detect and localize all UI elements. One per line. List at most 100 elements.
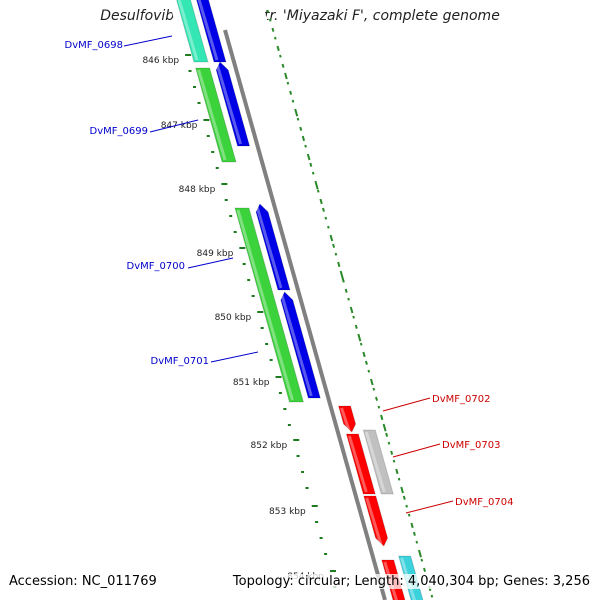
gc-dot [271,27,275,32]
gc-dot [304,144,307,148]
gene-arrow [196,0,227,63]
gc-dot [322,207,325,212]
gc-dot [387,441,391,445]
gene-label-leader [149,119,199,133]
gc-dot [324,216,328,220]
gene-arrow-shine [215,63,243,145]
gc-dot [382,423,387,432]
gc-dot [347,297,350,301]
gc-dot [327,225,330,229]
gc-dot [296,117,300,121]
gc-dot [412,531,416,536]
gene-arrow [362,429,394,495]
tick-label: 848 kbp [179,185,216,195]
gc-dot [402,495,406,500]
tick-label: 850 kbp [215,313,252,323]
gc-dot [332,243,336,248]
gc-dot [279,54,282,58]
gene-arrow-shine [364,431,386,493]
gene-arrow-shine [347,435,368,493]
genome-summary-text: Topology: circular; Length: 4,040,304 bp… [232,574,590,589]
gc-dot [349,306,354,314]
tick-label: 849 kbp [197,249,234,259]
gene-arrow-shine [236,209,294,401]
gc-dot [357,333,362,342]
gene-label-leader [405,500,454,514]
gc-dot [370,378,374,386]
gene-arrow [215,61,251,147]
gene-arrow [280,291,321,399]
gc-dot [291,99,295,103]
gc-dot [344,288,348,293]
gc-dot [354,324,358,329]
gc-dot [339,270,345,281]
gene-label-leader [392,443,441,458]
gc-dot [420,558,424,562]
gene-label: DvMF_0701 [151,356,209,367]
gc-dot [316,189,320,193]
gene-arrow-shine [340,407,351,431]
gene-arrow-shine [280,293,313,397]
gc-dot [314,180,319,190]
gc-dot [281,63,285,68]
gene-label: DvMF_0698 [65,40,123,51]
tick-label: 851 kbp [233,378,270,388]
gene-track [176,0,424,600]
gene-arrow-shine [177,0,199,61]
gene-arrow [176,0,209,63]
gc-dot [274,36,277,40]
gc-dot [301,135,306,142]
gene-label-leader [382,397,431,412]
gc-dot [392,459,396,463]
gene-label-leader [210,351,259,363]
gc-dot [268,18,272,22]
gc-dot [390,450,394,455]
gc-dot [410,522,414,529]
gc-dot [306,153,311,161]
gene-arrow-shine [197,0,219,61]
gc-dot [367,369,371,373]
gene-arrow [195,67,237,163]
gene-label: DvMF_0702 [432,394,490,405]
gc-dot [289,90,293,95]
gc-dot [430,594,434,598]
gc-dot [385,432,389,437]
gene-arrow [363,495,389,547]
gc-dot [329,234,334,242]
genome-axis [223,29,387,600]
gc-dot [380,414,384,421]
gc-dot [362,351,366,358]
gc-dot [415,540,419,544]
tick-label: 852 kbp [251,441,288,451]
gc-dot [334,252,338,256]
gene-label: DvMF_0703 [442,440,500,451]
gc-dot [395,468,399,475]
gc-dot [372,387,376,391]
gc-dot [284,72,288,80]
gene-arrow [345,433,376,495]
accession-text: Accession: NC_011769 [9,574,157,589]
gc-dot [337,261,341,268]
gene-label: DvMF_0699 [90,126,148,137]
gc-dot [342,279,345,283]
gene-arrow [255,203,291,291]
gene-label: DvMF_0704 [455,497,513,508]
gc-dot [319,198,323,205]
gene-arrow-shine [365,497,383,545]
gene-label-leader [187,257,234,269]
gc-dot [364,360,368,365]
gene-arrow [234,207,305,403]
gc-dot [400,486,404,494]
tick-label: 853 kbp [269,507,306,517]
tick-label: 846 kbp [142,56,179,66]
gc-dot [407,513,411,517]
gc-dot [294,108,299,117]
gene-label: DvMF_0700 [127,261,185,272]
gc-dot [299,126,303,131]
gc-dot [375,396,378,401]
gene-arrow [337,405,357,433]
gc-dot [423,567,426,572]
gc-dot [359,342,363,346]
gc-dot [266,9,270,13]
